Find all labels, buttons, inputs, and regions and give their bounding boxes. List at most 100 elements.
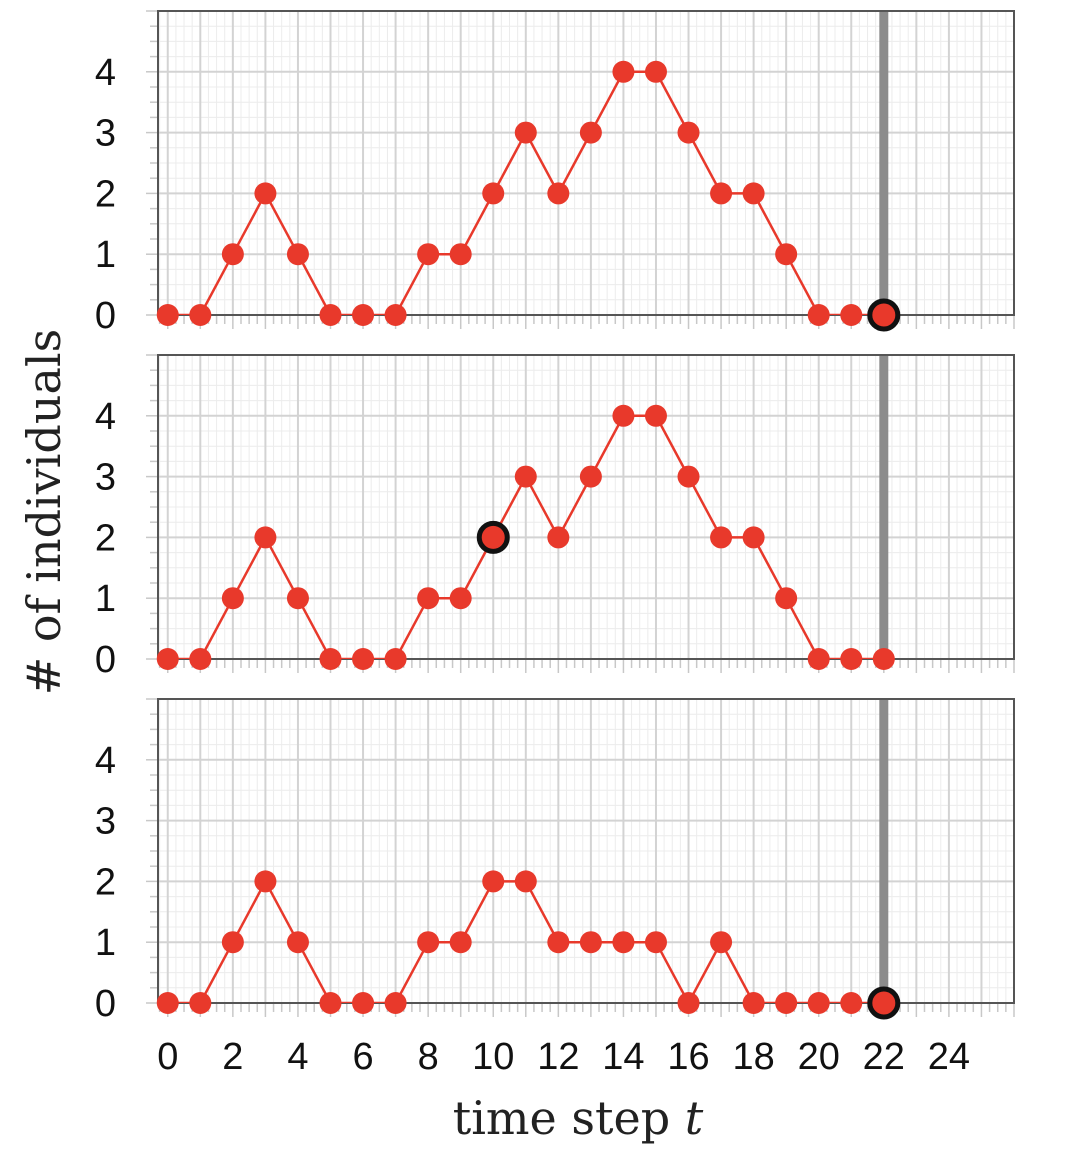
data-point [417, 243, 440, 266]
y-tick-label: 0 [95, 295, 116, 337]
data-point [384, 648, 407, 670]
x-tick-label: 22 [863, 1036, 905, 1078]
x-tick-labels: 0 2 4 6 8 10 12 14 16 18 20 22 24 [157, 1036, 970, 1078]
left-minor-ticks [146, 698, 158, 1004]
y-tick-label: 1 [95, 922, 116, 964]
data-point [286, 587, 309, 610]
x-axis-title: time step t [453, 1091, 704, 1145]
y-tick-label: 0 [95, 983, 116, 1025]
minor-grid [158, 11, 1014, 315]
y-tick-label: 2 [95, 517, 116, 559]
y-tick-label: 3 [95, 801, 116, 843]
y-tick-label: 1 [95, 578, 116, 620]
data-point [319, 304, 342, 326]
data-point [417, 931, 440, 954]
data-point [840, 648, 863, 670]
data-point [482, 870, 505, 893]
left-minor-ticks [146, 10, 158, 316]
data-point [547, 931, 570, 954]
data-point [807, 304, 830, 326]
data-point [579, 121, 602, 144]
y-tick-label: 4 [95, 396, 116, 438]
data-point [514, 121, 537, 144]
highlighted-point [476, 520, 510, 554]
data-point [677, 992, 700, 1014]
x-tick-label: 0 [157, 1036, 178, 1078]
data-point [156, 648, 179, 670]
panel-3: 0 1 2 3 4 [95, 698, 1015, 1025]
x-tick-label: 18 [732, 1036, 774, 1078]
y-tick-label: 3 [95, 457, 116, 499]
data-point [872, 648, 895, 670]
data-point [742, 992, 765, 1014]
x-tick-label: 8 [418, 1036, 439, 1078]
data-point [807, 992, 830, 1014]
y-tick-label: 0 [95, 639, 116, 681]
data-point [352, 648, 375, 670]
data-point [775, 587, 798, 610]
y-axis-title: # of individuals [17, 329, 71, 696]
data-point [189, 648, 212, 670]
data-point [775, 243, 798, 266]
data-point [449, 587, 472, 610]
data-point [710, 931, 733, 954]
data-point [612, 60, 635, 83]
data-point [840, 992, 863, 1014]
data-point [514, 465, 537, 488]
bottom-minor-ticks [158, 1003, 1015, 1017]
left-minor-ticks [146, 354, 158, 660]
x-tick-label: 4 [287, 1036, 308, 1078]
data-point [644, 931, 667, 954]
data-point [840, 304, 863, 326]
x-tick-label: 12 [537, 1036, 579, 1078]
x-tick-label: 16 [667, 1036, 709, 1078]
data-point [156, 992, 179, 1014]
data-point [286, 931, 309, 954]
x-tick-label: 14 [602, 1036, 644, 1078]
panel-frame [157, 698, 1015, 1004]
data-point [482, 182, 505, 205]
data-point [417, 587, 440, 610]
data-point [644, 60, 667, 83]
data-point [449, 243, 472, 266]
data-point [579, 465, 602, 488]
data-point [677, 121, 700, 144]
data-point [221, 587, 244, 610]
highlighted-point [867, 986, 901, 1020]
minor-grid [158, 699, 1014, 1003]
panel-frame [157, 10, 1015, 316]
minor-grid [158, 355, 1014, 659]
data-point [254, 870, 277, 893]
y-tick-label: 1 [95, 234, 116, 276]
data-point [644, 404, 667, 427]
y-tick-label: 4 [95, 52, 116, 94]
data-point [384, 992, 407, 1014]
data-point [352, 304, 375, 326]
data-point [807, 648, 830, 670]
data-point [612, 404, 635, 427]
panel-2: 0 1 2 3 4 [95, 354, 1015, 681]
x-tick-label: 2 [222, 1036, 243, 1078]
data-point [612, 931, 635, 954]
data-point [742, 182, 765, 205]
data-point [547, 182, 570, 205]
data-point [221, 243, 244, 266]
y-tick-label: 2 [95, 861, 116, 903]
data-point [254, 182, 277, 205]
data-point [221, 931, 244, 954]
major-grid [158, 698, 1015, 1003]
y-tick-label: 4 [95, 740, 116, 782]
y-tick-label: 3 [95, 113, 116, 155]
data-point [710, 526, 733, 549]
x-tick-label: 10 [472, 1036, 514, 1078]
highlighted-point [867, 298, 901, 332]
data-point [384, 304, 407, 326]
bottom-minor-ticks [158, 659, 1015, 673]
data-point [449, 931, 472, 954]
data-point [352, 992, 375, 1014]
data-point [514, 870, 537, 893]
data-point [579, 931, 602, 954]
x-tick-label: 24 [928, 1036, 970, 1078]
data-point [710, 182, 733, 205]
